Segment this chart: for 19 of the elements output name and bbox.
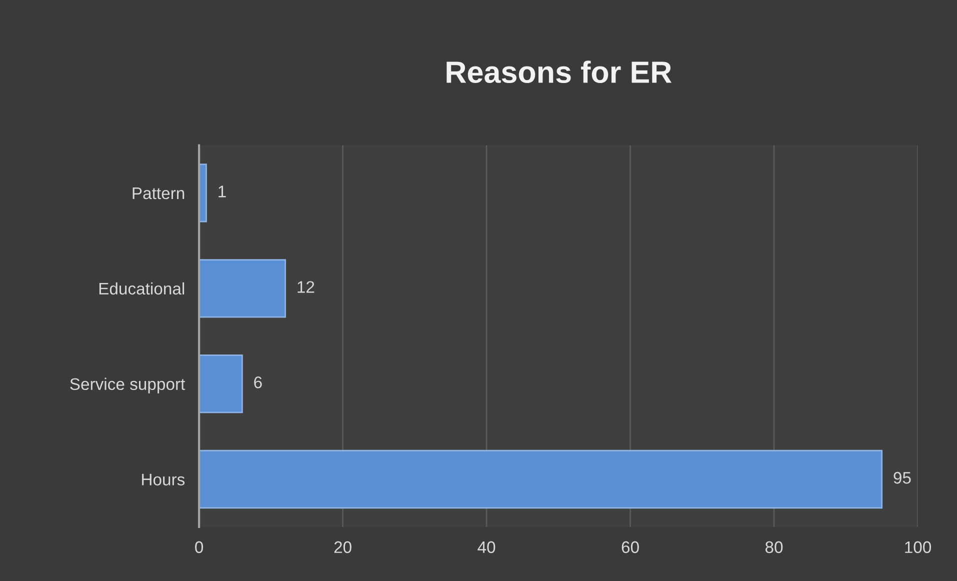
y-tick-label: Educational (99, 282, 184, 295)
data-label: 1 (218, 186, 226, 198)
data-label: 6 (254, 376, 262, 388)
y-tick-label: Service support (70, 378, 186, 394)
y-tick-label: Pattern (132, 188, 184, 200)
data-label: 95 (894, 472, 911, 484)
x-tick-label: 0 (195, 541, 204, 554)
bar (199, 354, 243, 414)
x-tick-label: 20 (334, 541, 352, 554)
data-label: 12 (298, 281, 314, 293)
chart-title: Reasons for ER (446, 60, 672, 84)
x-tick-label: 100 (905, 541, 932, 554)
x-tick-label: 60 (622, 541, 639, 554)
bar (199, 259, 286, 318)
y-tick-label: Hours (142, 474, 185, 486)
x-tick-label: 40 (478, 541, 496, 554)
x-tick-label: 80 (765, 541, 783, 554)
bar (199, 164, 207, 222)
bar (199, 450, 883, 509)
